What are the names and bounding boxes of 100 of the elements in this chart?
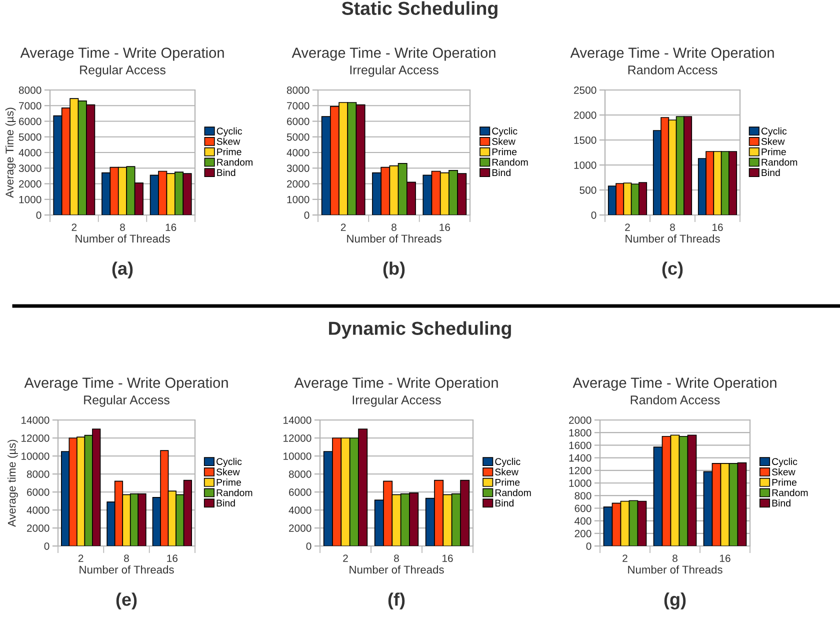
y-tick-label: 8000 bbox=[286, 86, 310, 94]
y-tick-label: 7000 bbox=[287, 102, 310, 110]
x-tick-label: 16 bbox=[442, 554, 453, 562]
y-tick-label: 12000 bbox=[22, 434, 50, 442]
y-tick-label: 8000 bbox=[26, 470, 50, 478]
y-tick-label: 3000 bbox=[286, 164, 310, 172]
text: Dynamic Scheduling bbox=[329, 321, 511, 339]
y-tick-label: 14000 bbox=[284, 416, 312, 424]
text: (c) bbox=[662, 262, 683, 278]
legend-label: Skew bbox=[492, 138, 516, 145]
x-tick-label: 16 bbox=[440, 224, 450, 231]
legend-label: Bind bbox=[762, 168, 780, 176]
y-tick-label: 2000 bbox=[574, 112, 596, 119]
y-tick-label: 6000 bbox=[287, 118, 310, 126]
y-tick-label: 200 bbox=[574, 530, 592, 538]
legend-label: Cyclic bbox=[216, 458, 242, 467]
x-axis-title: Number of Threads bbox=[347, 234, 442, 243]
y-axis-title: Average Time (µs) bbox=[5, 108, 16, 198]
y-tick-label: 600 bbox=[574, 504, 592, 512]
x-axis-title: Number of Threads bbox=[350, 565, 444, 574]
legend-label: Random bbox=[772, 489, 808, 496]
legend-label: Skew bbox=[772, 468, 796, 476]
y-tick-label: 0 bbox=[591, 212, 596, 219]
y-tick-label: 6000 bbox=[27, 488, 50, 496]
x-tick-label: 8 bbox=[394, 554, 399, 562]
legend-label: Cyclic bbox=[216, 127, 242, 136]
y-tick-label: 4000 bbox=[26, 506, 50, 514]
legend-label: Prime bbox=[492, 148, 517, 156]
chart-title: Average Time - Write Operation bbox=[570, 47, 774, 61]
y-tick-label: 8000 bbox=[288, 470, 312, 478]
y-tick-label: 3000 bbox=[18, 164, 42, 172]
text: (g) bbox=[664, 592, 686, 610]
x-tick-label: 16 bbox=[720, 554, 730, 562]
legend-label: Bind bbox=[772, 499, 790, 507]
y-tick-label: 800 bbox=[574, 492, 592, 500]
x-tick-label: 16 bbox=[166, 224, 176, 231]
legend-label: Skew bbox=[495, 468, 518, 476]
y-tick-label: 0 bbox=[304, 212, 310, 219]
x-axis-title: Number of Threads bbox=[76, 234, 170, 243]
y-tick-label: 1000 bbox=[19, 196, 42, 204]
legend-label: Prime bbox=[762, 148, 786, 156]
chart-subtitle: Regular Access bbox=[80, 65, 166, 77]
y-tick-label: 8000 bbox=[18, 86, 42, 94]
legend-label: Random bbox=[495, 489, 531, 496]
y-tick-label: 7000 bbox=[19, 102, 42, 110]
legend-label: Skew bbox=[761, 138, 785, 145]
text: (b) bbox=[383, 262, 405, 278]
chart-title: Average Time - Write Operation bbox=[572, 377, 776, 391]
y-tick-label: 1200 bbox=[569, 466, 592, 474]
text: (a) bbox=[112, 262, 133, 278]
x-tick-label: 16 bbox=[167, 554, 178, 562]
y-tick-label: 2000 bbox=[569, 416, 592, 424]
legend-label: Cyclic bbox=[492, 127, 518, 136]
x-axis-title: Number of Threads bbox=[628, 565, 722, 574]
y-tick-label: 6000 bbox=[289, 488, 312, 496]
legend-label: Cyclic bbox=[761, 127, 787, 136]
legend-label: Random bbox=[492, 158, 528, 166]
y-tick-label: 400 bbox=[574, 517, 592, 525]
y-tick-label: 0 bbox=[306, 542, 312, 550]
x-tick-label: 2 bbox=[622, 554, 628, 562]
legend-label: Cyclic bbox=[495, 458, 520, 467]
x-tick-label: 8 bbox=[672, 554, 678, 562]
x-axis-title: Number of Threads bbox=[626, 234, 720, 243]
chart-title: Average Time - Write Operation bbox=[24, 377, 228, 391]
y-tick-label: 5000 bbox=[286, 133, 310, 141]
legend-label: Bind bbox=[492, 168, 510, 176]
legend-label: Prime bbox=[495, 478, 520, 486]
legend-label: Prime bbox=[216, 478, 241, 486]
x-tick-label: 2 bbox=[340, 224, 346, 231]
chart-subtitle: Random Access bbox=[628, 65, 718, 74]
y-tick-label: 0 bbox=[44, 542, 50, 550]
legend-label: Bind bbox=[216, 499, 235, 507]
chart-title: Average Time - Write Operation bbox=[294, 377, 498, 391]
chart-title: Average Time - Write Operation bbox=[292, 47, 496, 61]
y-tick-label: 4000 bbox=[286, 149, 310, 156]
y-tick-label: 0 bbox=[586, 542, 592, 550]
legend-label: Skew bbox=[216, 468, 240, 476]
legend-label: Random bbox=[217, 158, 252, 166]
y-axis-title: Average time (µs) bbox=[8, 440, 18, 527]
text: (f) bbox=[388, 592, 405, 610]
y-tick-label: 1000 bbox=[569, 480, 592, 487]
y-tick-label: 5000 bbox=[18, 133, 42, 141]
y-tick-label: 4000 bbox=[288, 506, 312, 514]
y-tick-label: 2500 bbox=[574, 86, 596, 94]
y-tick-label: 10000 bbox=[284, 452, 312, 460]
legend-label: Bind bbox=[217, 168, 236, 176]
y-tick-label: 1600 bbox=[569, 442, 592, 450]
x-tick-label: 2 bbox=[343, 554, 348, 562]
y-tick-label: 1500 bbox=[574, 136, 596, 144]
x-tick-label: 8 bbox=[120, 224, 125, 231]
y-tick-label: 2000 bbox=[287, 180, 310, 188]
legend-label: Prime bbox=[772, 478, 797, 486]
legend-label: Cyclic bbox=[772, 458, 798, 467]
legend-label: Random bbox=[216, 489, 252, 496]
chart-subtitle: Irregular Access bbox=[352, 395, 441, 407]
y-tick-label: 2000 bbox=[289, 524, 312, 532]
x-tick-label: 2 bbox=[625, 224, 630, 231]
x-tick-label: 8 bbox=[392, 224, 396, 231]
y-tick-label: 1000 bbox=[287, 196, 310, 204]
chart-subtitle: Random Access bbox=[630, 395, 720, 404]
